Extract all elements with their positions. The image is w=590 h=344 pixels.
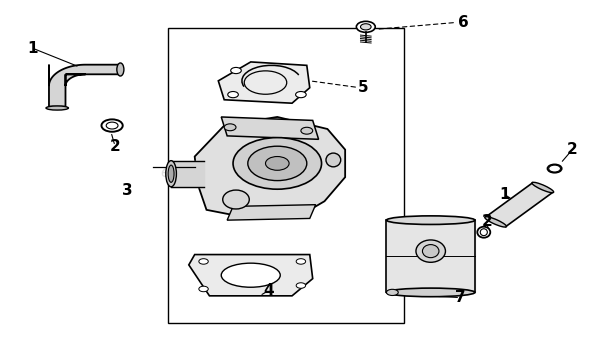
Polygon shape xyxy=(486,183,553,227)
Ellipse shape xyxy=(386,216,475,225)
Circle shape xyxy=(356,21,375,32)
Text: 4: 4 xyxy=(263,283,274,298)
Ellipse shape xyxy=(168,165,174,182)
Ellipse shape xyxy=(422,245,439,258)
Ellipse shape xyxy=(386,288,475,297)
Ellipse shape xyxy=(480,229,487,236)
Ellipse shape xyxy=(477,227,490,238)
Circle shape xyxy=(106,122,118,129)
Text: 7: 7 xyxy=(455,290,466,305)
Ellipse shape xyxy=(326,153,341,167)
Circle shape xyxy=(231,67,241,74)
Circle shape xyxy=(360,24,371,30)
Polygon shape xyxy=(221,117,319,139)
Ellipse shape xyxy=(485,217,506,227)
Circle shape xyxy=(233,138,322,189)
Text: 1: 1 xyxy=(499,187,510,202)
Polygon shape xyxy=(189,255,313,296)
Circle shape xyxy=(101,119,123,132)
Text: 6: 6 xyxy=(458,15,468,30)
Ellipse shape xyxy=(221,263,280,287)
Circle shape xyxy=(549,165,560,172)
Text: 1: 1 xyxy=(27,41,38,56)
Text: 3: 3 xyxy=(122,183,132,198)
Ellipse shape xyxy=(386,289,398,295)
Circle shape xyxy=(228,92,238,98)
Circle shape xyxy=(199,259,208,264)
Text: 5: 5 xyxy=(358,80,368,95)
Polygon shape xyxy=(218,62,310,103)
Polygon shape xyxy=(386,220,475,292)
Ellipse shape xyxy=(166,161,176,187)
Circle shape xyxy=(296,92,306,98)
Circle shape xyxy=(248,146,307,181)
Ellipse shape xyxy=(532,182,553,193)
Ellipse shape xyxy=(117,63,124,76)
Text: 2: 2 xyxy=(567,142,578,157)
Bar xyxy=(168,28,404,323)
Text: 2: 2 xyxy=(110,139,120,154)
Ellipse shape xyxy=(548,164,562,173)
Ellipse shape xyxy=(46,106,68,110)
Polygon shape xyxy=(195,117,345,218)
Circle shape xyxy=(224,124,236,131)
Circle shape xyxy=(296,283,306,288)
Circle shape xyxy=(301,127,313,134)
Polygon shape xyxy=(49,65,118,107)
Circle shape xyxy=(199,286,208,292)
Text: 2: 2 xyxy=(481,214,492,229)
Circle shape xyxy=(296,259,306,264)
Ellipse shape xyxy=(223,190,249,209)
Text: eReplacementParts.com: eReplacementParts.com xyxy=(160,164,347,180)
Circle shape xyxy=(266,157,289,170)
Ellipse shape xyxy=(416,240,445,262)
Polygon shape xyxy=(227,205,316,220)
